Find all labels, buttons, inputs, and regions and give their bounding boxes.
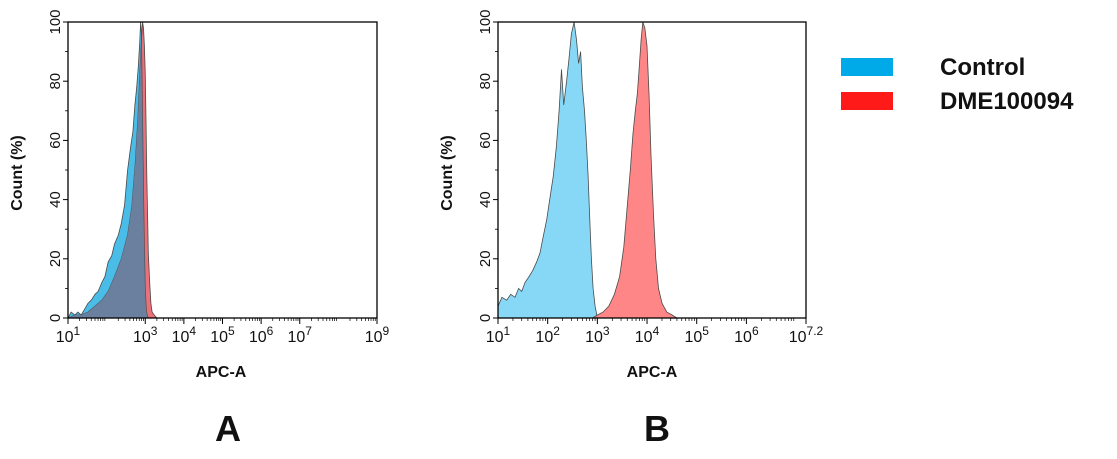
x-axis-label-a: APC-A	[196, 364, 247, 381]
series-area-dme100094-b	[591, 21, 679, 319]
x-tick-label-b: 105	[684, 324, 709, 346]
plot-area-a	[67, 21, 378, 319]
x-tick-label-a: 105	[210, 324, 235, 346]
y-axis-label-a: Count (%)	[9, 135, 26, 211]
x-tick-label-a: 101	[56, 324, 81, 346]
ticks-a: 0 20 40 60 80 100 101 103 104 105 106 107 109	[47, 9, 390, 346]
legend-swatch-dme100094	[841, 92, 893, 110]
x-tick-label-b: 102	[535, 324, 560, 346]
y-tick-label-b: 60	[477, 132, 494, 149]
y-tick-label-a: 80	[47, 73, 64, 90]
panel-label-b: B	[644, 408, 670, 449]
y-axis-label-b: Count (%)	[439, 135, 456, 211]
x-tick-label-a: 106	[249, 324, 274, 346]
plot-area-b	[497, 21, 807, 319]
y-tick-label-b: 20	[477, 250, 494, 267]
x-tick-label-b: 103	[585, 324, 610, 346]
ticks-b: 0 20 40 60 80 100 101 102 103 104 105 106 107.2	[477, 9, 824, 346]
y-tick-label-a: 20	[47, 250, 64, 267]
x-tick-label-a: 104	[172, 324, 197, 346]
y-tick-label-b: 100	[477, 9, 494, 34]
x-tick-label-b: 101	[486, 324, 511, 346]
legend: Control DME100094	[841, 54, 1074, 115]
x-tick-label-a: 103	[133, 324, 158, 346]
x-tick-label-a: 107	[288, 324, 313, 346]
x-tick-label-b: 104	[635, 324, 660, 346]
y-tick-label-b: 0	[477, 314, 494, 322]
y-tick-label-a: 60	[47, 132, 64, 149]
y-tick-label-a: 40	[47, 191, 64, 208]
x-tick-label-b: 107.2	[789, 324, 824, 346]
chart-panel-b: 0 20 40 60 80 100 101 102 103 104 105 106 107.2 Coun…	[439, 9, 824, 449]
legend-label-dme100094: DME100094	[940, 88, 1074, 115]
x-axis-label-b: APC-A	[627, 364, 678, 381]
y-tick-label-b: 80	[477, 73, 494, 90]
legend-label-control: Control	[940, 54, 1025, 81]
series-area-control-b	[497, 21, 598, 319]
y-tick-label-a: 100	[47, 9, 64, 34]
legend-swatch-control	[841, 58, 893, 76]
chart-panel-a: 0 20 40 60 80 100 101 103 104 105 106 107 109 Count …	[9, 9, 390, 449]
x-tick-label-b: 106	[734, 324, 759, 346]
y-tick-label-b: 40	[477, 191, 494, 208]
panel-label-a: A	[215, 408, 241, 449]
x-tick-label-a: 109	[365, 324, 390, 346]
y-tick-label-a: 0	[47, 314, 64, 322]
